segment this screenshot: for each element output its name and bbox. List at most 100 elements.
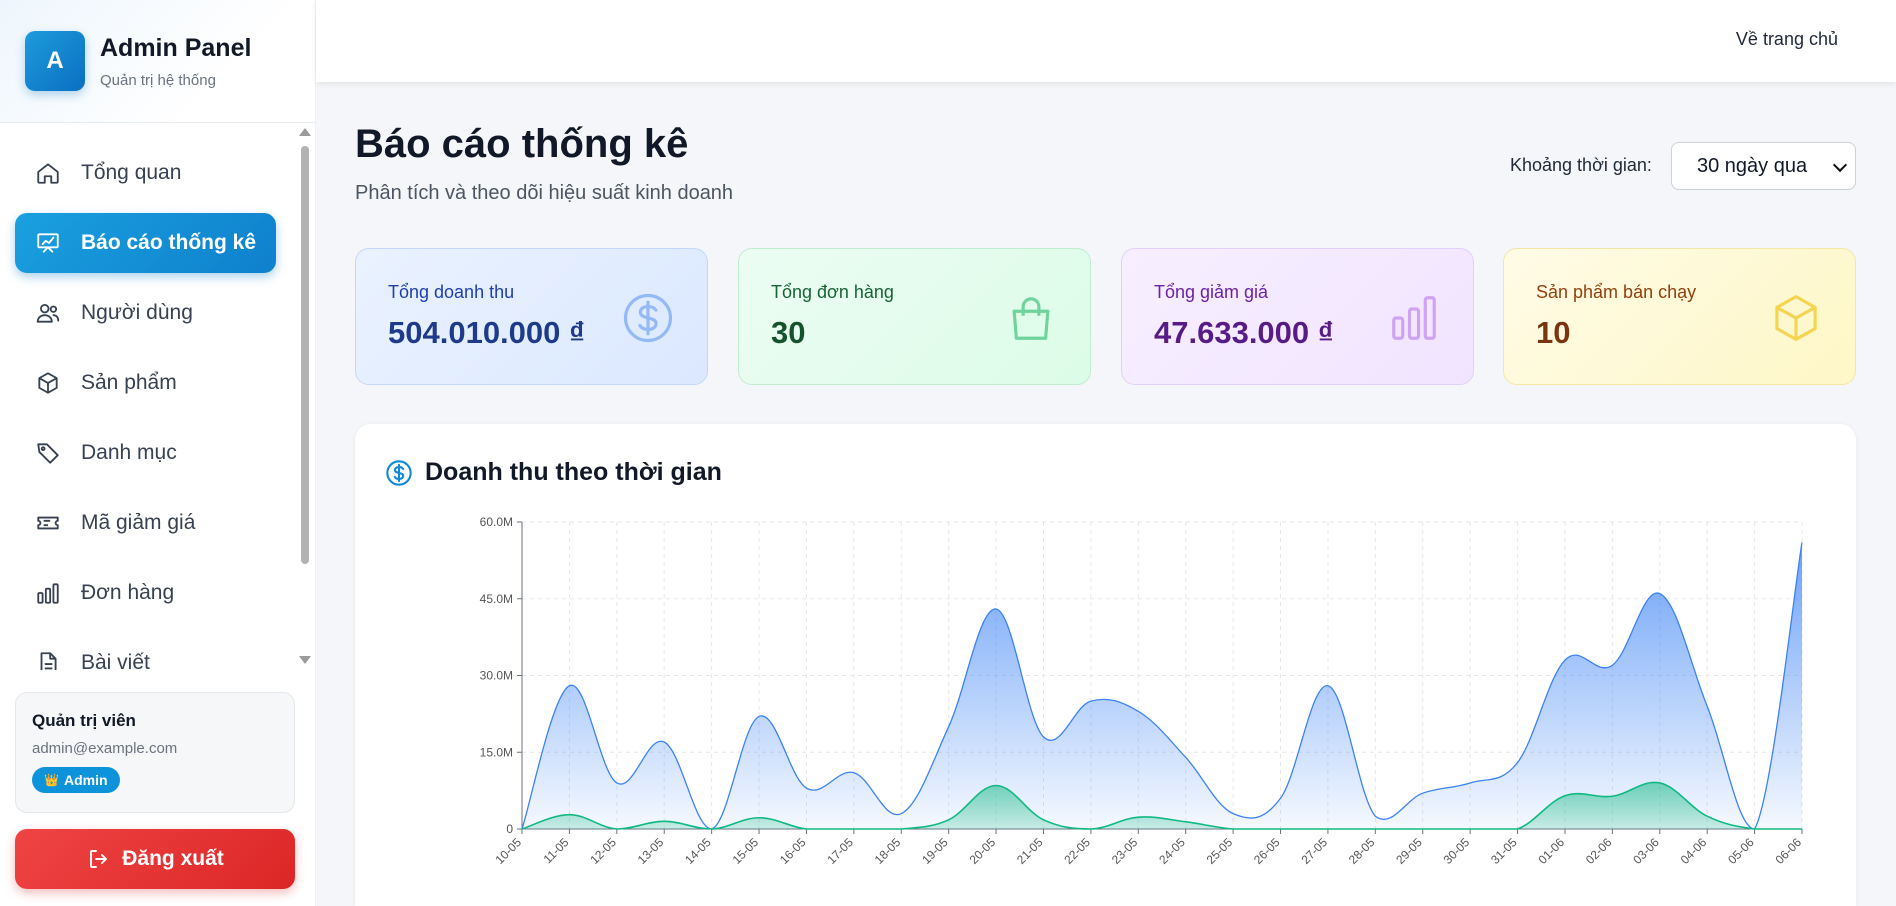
range-select-value: 30 ngày qua <box>1697 154 1808 177</box>
stat-value: 504.010.000 ₫ <box>388 315 585 350</box>
user-card: Quản trị viên admin@example.com 👑 Admin <box>15 692 295 813</box>
x-tick-label: 06-06 <box>1773 835 1805 867</box>
brand: A Admin Panel Quản trị hệ thống <box>0 0 315 123</box>
sidebar-nav: Tổng quan Báo cáo thống kê Người dùng Sả… <box>0 123 316 670</box>
scroll-up-arrow-icon[interactable] <box>299 128 311 136</box>
y-tick-label: 60.0M <box>480 515 513 529</box>
x-tick-label: 18-05 <box>872 835 904 867</box>
range-select[interactable]: 30 ngày qua <box>1671 142 1856 190</box>
x-tick-label: 01-06 <box>1535 835 1567 867</box>
sidebar-item-reports[interactable]: Báo cáo thống kê <box>15 213 276 273</box>
brand-subtitle: Quản trị hệ thống <box>100 71 216 89</box>
users-icon <box>35 300 61 326</box>
sidebar-item-label: Mã giảm giá <box>81 511 196 534</box>
page-subtitle: Phân tích và theo dõi hiệu suất kinh doa… <box>355 182 734 204</box>
user-email: admin@example.com <box>32 740 178 757</box>
x-tick-label: 02-06 <box>1583 835 1615 867</box>
document-icon <box>35 650 61 670</box>
x-tick-label: 21-05 <box>1014 835 1046 867</box>
sidebar-item-label: Người dùng <box>81 301 193 324</box>
sidebar-item-orders[interactable]: Đơn hàng <box>15 563 276 623</box>
sidebar-item-label: Báo cáo thống kê <box>81 231 257 254</box>
shopping-bag-icon <box>1012 297 1050 340</box>
presentation-chart-icon <box>35 230 61 256</box>
sidebar-item-label: Đơn hàng <box>81 581 175 604</box>
x-tick-label: 19-05 <box>919 835 951 867</box>
tag-icon <box>35 440 61 466</box>
stat-value: 30 <box>771 315 806 350</box>
range-label: Khoảng thời gian: <box>1510 155 1652 175</box>
brand-logo: A <box>25 31 85 91</box>
discount-area <box>522 782 1802 829</box>
bar-chart-icon <box>35 580 61 606</box>
stat-card-best-sellers: Sản phẩm bán chạy 10 <box>1503 248 1856 385</box>
cube-icon <box>1775 295 1817 341</box>
stat-card-revenue: Tổng doanh thu 504.010.000 ₫ <box>355 248 708 385</box>
x-tick-label: 29-05 <box>1393 835 1425 867</box>
revenue-chart-card: Doanh thu theo thời gian 0 15.0M 30.0M 45.0… <box>355 424 1856 906</box>
crown-icon: 👑 <box>44 773 59 787</box>
revenue-area <box>522 542 1802 829</box>
x-tick-label: 12-05 <box>587 835 619 867</box>
revenue-line <box>521 542 1803 830</box>
sidebar: A Admin Panel Quản trị hệ thống Tổng qua… <box>0 0 316 906</box>
sidebar-item-overview[interactable]: Tổng quan <box>15 143 276 203</box>
x-tick-label: 22-05 <box>1061 835 1093 867</box>
x-tick-label: 28-05 <box>1346 835 1378 867</box>
scroll-thumb[interactable] <box>301 146 309 564</box>
scroll-down-arrow-icon[interactable] <box>299 656 311 664</box>
sidebar-item-categories[interactable]: Danh mục <box>15 423 276 483</box>
sidebar-item-users[interactable]: Người dùng <box>15 283 276 343</box>
x-tick-label: 27-05 <box>1298 835 1330 867</box>
chevron-down-icon <box>1832 157 1848 173</box>
stat-label: Tổng doanh thu <box>388 282 515 302</box>
stat-label: Tổng giảm giá <box>1154 282 1269 302</box>
logout-label: Đăng xuất <box>122 847 224 870</box>
stat-card-orders: Tổng đơn hàng 30 <box>738 248 1091 385</box>
sidebar-item-posts[interactable]: Bài viết <box>15 633 276 670</box>
y-tick-label: 15.0M <box>480 745 513 759</box>
home-link[interactable]: Về trang chủ <box>1735 29 1838 49</box>
dollar-circle-icon <box>623 293 673 343</box>
y-tick-label: 0 <box>506 822 513 836</box>
x-tick-label: 16-05 <box>777 835 809 867</box>
role-badge: 👑 Admin <box>32 767 120 793</box>
x-tick-label: 23-05 <box>1109 835 1141 867</box>
sidebar-item-coupons[interactable]: Mã giảm giá <box>15 493 276 553</box>
sidebar-item-label: Sản phẩm <box>81 371 177 394</box>
stat-card-discount: Tổng giảm giá 47.633.000 ₫ <box>1121 248 1474 385</box>
brand-title: Admin Panel <box>100 33 252 62</box>
discount-line <box>521 781 1802 830</box>
sidebar-item-label: Danh mục <box>81 441 177 464</box>
role-badge-label: Admin <box>63 772 108 788</box>
page-title: Báo cáo thống kê <box>355 122 689 166</box>
y-tick-label: 45.0M <box>480 592 513 606</box>
stat-value: 47.633.000 ₫ <box>1154 315 1334 350</box>
stat-value: 10 <box>1536 315 1571 350</box>
x-tick-label: 14-05 <box>682 835 714 867</box>
x-tick-label: 17-05 <box>824 835 856 867</box>
ticket-icon <box>35 510 61 536</box>
x-tick-label: 20-05 <box>967 835 999 867</box>
x-tick-label: 10-05 <box>493 835 525 867</box>
home-icon <box>35 160 61 186</box>
sidebar-item-label: Tổng quan <box>81 161 182 184</box>
logout-icon <box>86 847 110 871</box>
sidebar-scrollbar[interactable] <box>298 126 312 666</box>
x-tick-label: 30-05 <box>1441 835 1473 867</box>
x-tick-label: 04-06 <box>1678 835 1710 867</box>
logout-button[interactable]: Đăng xuất <box>15 829 295 889</box>
dollar-circle-icon <box>386 460 412 486</box>
stat-label: Tổng đơn hàng <box>771 282 894 302</box>
x-tick-label: 25-05 <box>1204 835 1236 867</box>
user-name: Quản trị viên <box>32 711 136 730</box>
box-icon <box>35 370 61 396</box>
bar-chart-icon <box>1392 296 1436 340</box>
sidebar-item-label: Bài viết <box>81 651 150 670</box>
sidebar-item-products[interactable]: Sản phẩm <box>15 353 276 413</box>
x-tick-label: 15-05 <box>730 835 762 867</box>
x-tick-label: 03-06 <box>1630 835 1662 867</box>
x-tick-label: 11-05 <box>541 835 572 866</box>
x-tick-label: 13-05 <box>635 835 667 867</box>
revenue-area-chart: 0 15.0M 30.0M 45.0M 60.0M 10-05 11-05 12-05 13-0… <box>480 515 1805 867</box>
